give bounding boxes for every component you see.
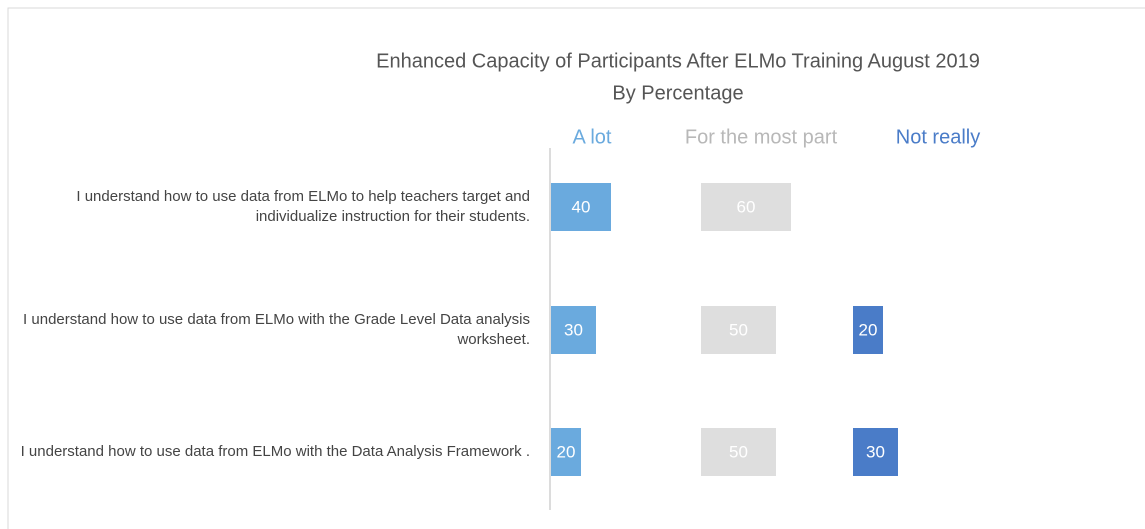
bar	[701, 183, 791, 231]
value-label: 50	[729, 320, 748, 339]
chart-subtitle: By Percentage	[612, 82, 743, 104]
category-label: I understand how to use data from ELMo w…	[20, 443, 530, 460]
bar	[853, 428, 898, 476]
bar	[701, 306, 776, 354]
frame	[7, 7, 1145, 529]
legend-label: For the most part	[685, 126, 838, 148]
legend-label: Not really	[896, 126, 980, 148]
value-label: 60	[737, 197, 756, 216]
category-label: I understand how to use data from ELMo t…	[76, 188, 530, 225]
category-label: I understand how to use data from ELMo w…	[23, 311, 530, 348]
bar	[551, 306, 596, 354]
bar	[853, 306, 883, 354]
bar	[701, 428, 776, 476]
value-label: 30	[564, 320, 583, 339]
bar	[551, 428, 581, 476]
value-label: 50	[729, 442, 748, 461]
value-label: 30	[866, 442, 885, 461]
value-label: 20	[557, 442, 576, 461]
chart-title: Enhanced Capacity of Participants After …	[376, 50, 980, 72]
value-label: 40	[572, 197, 591, 216]
value-label: 20	[859, 320, 878, 339]
bar	[551, 183, 611, 231]
legend-label: A lot	[573, 126, 612, 148]
